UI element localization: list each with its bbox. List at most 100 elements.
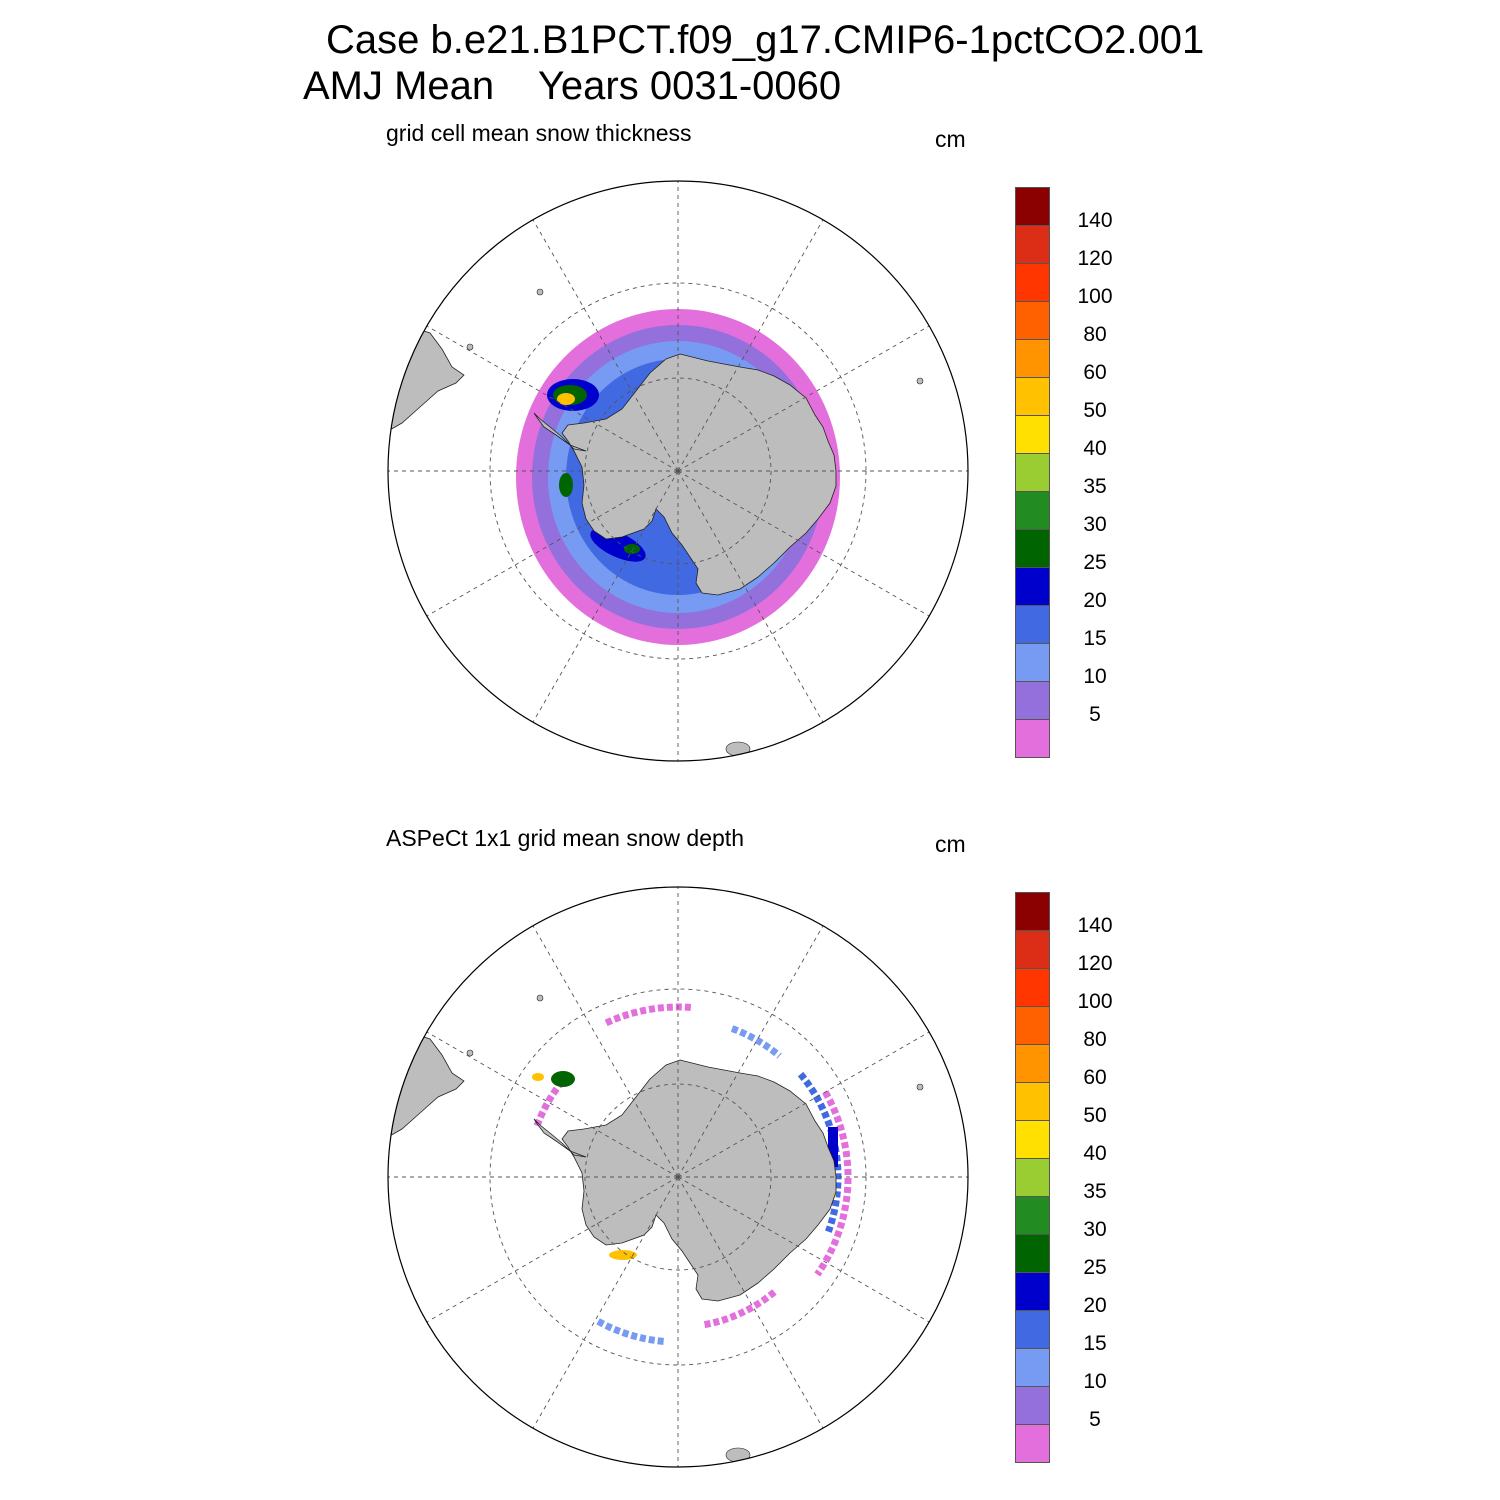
colorbar-swatch	[1015, 930, 1050, 969]
colorbar-tick-label: 80	[1083, 1028, 1107, 1051]
colorbar-swatch	[1015, 605, 1050, 644]
falkland-islands	[466, 1049, 474, 1057]
meridian-line	[426, 1031, 679, 1178]
colorbar-tick-label: 25	[1083, 551, 1107, 574]
south-america-landmass	[388, 1034, 465, 1138]
island	[536, 994, 544, 1002]
colorbar-tick-label: 15	[1083, 627, 1107, 650]
colorbar-swatch	[1015, 1196, 1050, 1235]
colorbar-swatch	[1015, 719, 1050, 758]
colorbar-tick-label: 30	[1083, 513, 1107, 536]
antarctic-peninsula	[533, 412, 587, 452]
colorbar-tick-label: 35	[1083, 475, 1107, 498]
colorbar-swatch	[1015, 567, 1050, 606]
colorbar-tick-label: 50	[1083, 1104, 1107, 1127]
antarctica-landmass	[561, 353, 837, 596]
colorbar-tick-label: 5	[1089, 1408, 1101, 1431]
meridian-line	[677, 325, 930, 472]
colorbar-swatch	[1015, 968, 1050, 1007]
meridian-line	[532, 219, 679, 472]
observation-patch	[609, 1250, 637, 1260]
observation-patch	[532, 1073, 544, 1081]
snow-patch-25-30cm	[559, 473, 573, 497]
colorbar-swatch	[1015, 1310, 1050, 1349]
observation-patch	[828, 1127, 838, 1167]
panel2-polar-map	[387, 886, 969, 1468]
map-boundary	[387, 180, 969, 762]
meridian-line	[677, 470, 930, 617]
antarctica-landmass	[561, 1059, 837, 1302]
colorbar-tick-label: 50	[1083, 399, 1107, 422]
meridian-line	[532, 1176, 679, 1429]
colorbar-tick-label: 40	[1083, 1142, 1107, 1165]
meridian-line	[677, 1031, 930, 1178]
map-boundary	[387, 886, 969, 1468]
colorbar-tick-label: 100	[1077, 285, 1113, 308]
latitude-circle	[584, 377, 772, 565]
panel1-units: cm	[935, 126, 966, 152]
colorbar-tick-label: 10	[1083, 1370, 1107, 1393]
meridian-line	[677, 219, 824, 472]
colorbar-tick-label: 140	[1077, 914, 1113, 937]
antarctic-peninsula	[533, 1118, 587, 1158]
colorbar-tick-label: 35	[1083, 1180, 1107, 1203]
colorbar-swatch	[1015, 1386, 1050, 1425]
panel1-colorbar: 5 10 15 20 25 30 35 40 50 60 80 100 120 140	[1015, 187, 1113, 758]
island	[916, 1083, 924, 1091]
observation-swath	[593, 1316, 664, 1345]
colorbar-tick-label: 120	[1077, 247, 1113, 270]
island	[536, 288, 544, 296]
snow-patch-50-60cm	[557, 393, 575, 405]
colorbar-swatch	[1015, 529, 1050, 568]
main-title-line1: Case b.e21.B1PCT.f09_g17.CMIP6-1pctCO2.0…	[326, 18, 1205, 62]
colorbar-swatch	[1015, 1272, 1050, 1311]
colorbar-swatch	[1015, 1424, 1050, 1463]
colorbar-tick-label: 10	[1083, 665, 1107, 688]
colorbar-tick-label: 30	[1083, 1218, 1107, 1241]
snow-patch-25-30cm	[624, 544, 640, 554]
colorbar-swatch	[1015, 225, 1050, 264]
colorbar-swatch	[1015, 892, 1050, 931]
colorbar-tick-label: 25	[1083, 1256, 1107, 1279]
colorbar-swatch	[1015, 1044, 1050, 1083]
meridian-line	[677, 1176, 824, 1429]
colorbar-swatch	[1015, 377, 1050, 416]
colorbar-swatch	[1015, 643, 1050, 682]
colorbar-tick-label: 60	[1083, 361, 1107, 384]
meridian-line	[426, 325, 679, 472]
new-zealand-landmass	[725, 741, 751, 757]
colorbar-swatch	[1015, 415, 1050, 454]
colorbar-tick-label: 80	[1083, 323, 1107, 346]
colorbar-swatch	[1015, 1120, 1050, 1159]
colorbar-swatch	[1015, 1234, 1050, 1273]
panel1-polar-map	[387, 180, 969, 762]
observation-swath	[814, 1090, 852, 1277]
meridian-line	[677, 925, 824, 1178]
colorbar-tick-label: 60	[1083, 1066, 1107, 1089]
colorbar-tick-label: 100	[1077, 990, 1113, 1013]
colorbar-swatch	[1015, 491, 1050, 530]
meridian-line	[426, 1176, 679, 1323]
colorbar-tick-label: 120	[1077, 952, 1113, 975]
colorbar-swatch	[1015, 453, 1050, 492]
colorbar-tick-label: 40	[1083, 437, 1107, 460]
meridian-line	[677, 1176, 930, 1323]
colorbar-tick-label: 140	[1077, 209, 1113, 232]
colorbar-swatch	[1015, 681, 1050, 720]
meridian-line	[532, 470, 679, 723]
colorbar-swatch	[1015, 1158, 1050, 1197]
latitude-circle	[584, 1083, 772, 1271]
panel2-units: cm	[935, 831, 966, 857]
colorbar-tick-label: 5	[1089, 703, 1101, 726]
panel1-subtitle: grid cell mean snow thickness	[386, 120, 692, 146]
colorbar-swatch	[1015, 339, 1050, 378]
colorbar-swatch	[1015, 301, 1050, 340]
new-zealand-landmass	[725, 1447, 751, 1463]
colorbar-tick-label: 20	[1083, 1294, 1107, 1317]
colorbar-swatch	[1015, 263, 1050, 302]
main-title-line2: AMJ Mean Years 0031-0060	[303, 64, 842, 108]
meridian-line	[677, 470, 824, 723]
colorbar-swatch	[1015, 1006, 1050, 1045]
panel2-colorbar: 5 10 15 20 25 30 35 40 50 60 80 100 120 140	[1015, 892, 1113, 1463]
colorbar-swatch	[1015, 187, 1050, 226]
